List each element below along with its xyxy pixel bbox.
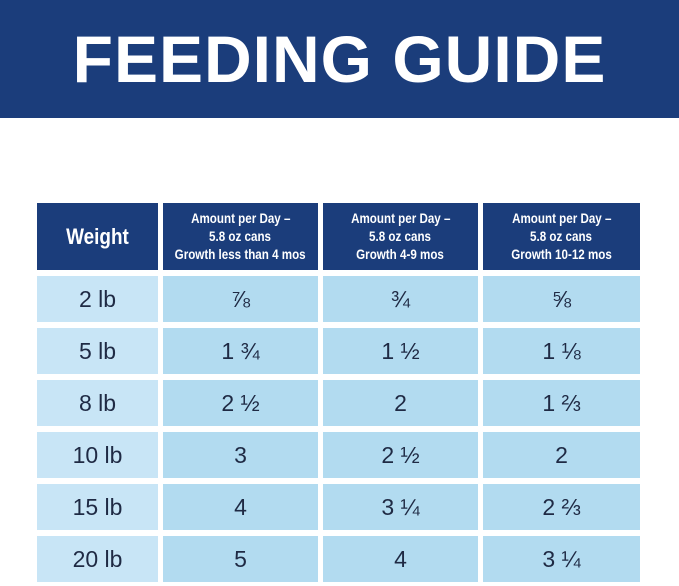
amount-cell: 3 ¼ — [323, 484, 478, 530]
amount-cell: 2 ½ — [163, 380, 318, 426]
amount-cell: 3 ¼ — [483, 536, 640, 582]
amount-cell: 4 — [323, 536, 478, 582]
header-line: Amount per Day – — [511, 210, 612, 226]
header-line: Amount per Day – — [190, 210, 291, 226]
amount-cell: 5 — [163, 536, 318, 582]
header-line: Weight — [66, 223, 129, 249]
amount-cell: 2 ½ — [323, 432, 478, 478]
weight-cell: 5 lb — [37, 328, 158, 374]
column-header: Amount per Day – 5.8 oz cans Growth less t… — [163, 203, 318, 270]
amount-cell: 1 ¾ — [163, 328, 318, 374]
column-header: Amount per Day – 5.8 oz cans Growth 10-12 … — [483, 203, 640, 270]
feeding-table: Weight Amount per Day – 5.8 oz cans Growth … — [37, 203, 640, 582]
amount-cell: 2 ⅔ — [483, 484, 640, 530]
weight-cell: 20 lb — [37, 536, 158, 582]
amount-cell: 2 — [483, 432, 640, 478]
header-line: Growth 10-12 mos — [511, 246, 612, 262]
amount-cell: 2 — [323, 380, 478, 426]
amount-cell: 1 ⅔ — [483, 380, 640, 426]
header-line: 5.8 oz cans — [209, 228, 272, 244]
amount-cell: 4 — [163, 484, 318, 530]
weight-cell: 8 lb — [37, 380, 158, 426]
column-header: Amount per Day – 5.8 oz cans Growth 4-9 mo… — [323, 203, 478, 270]
amount-cell: 1 ½ — [323, 328, 478, 374]
weight-cell: 15 lb — [37, 484, 158, 530]
weight-cell: 10 lb — [37, 432, 158, 478]
header-line: 5.8 oz cans — [530, 228, 593, 244]
amount-cell: ¾ — [323, 276, 478, 322]
header-line: Amount per Day – — [350, 210, 451, 226]
amount-cell: 3 — [163, 432, 318, 478]
header-line: Growth 4-9 mos — [356, 246, 445, 262]
amount-cell: ⅞ — [163, 276, 318, 322]
amount-cell: 1 ⅛ — [483, 328, 640, 374]
amount-cell: ⅝ — [483, 276, 640, 322]
weight-cell: 2 lb — [37, 276, 158, 322]
header-line: Growth less than 4 mos — [175, 246, 306, 262]
title: FEEDING GUIDE — [72, 22, 607, 96]
banner: FEEDING GUIDE — [0, 0, 679, 118]
header-line: 5.8 oz cans — [369, 228, 432, 244]
column-header: Weight — [37, 203, 158, 270]
